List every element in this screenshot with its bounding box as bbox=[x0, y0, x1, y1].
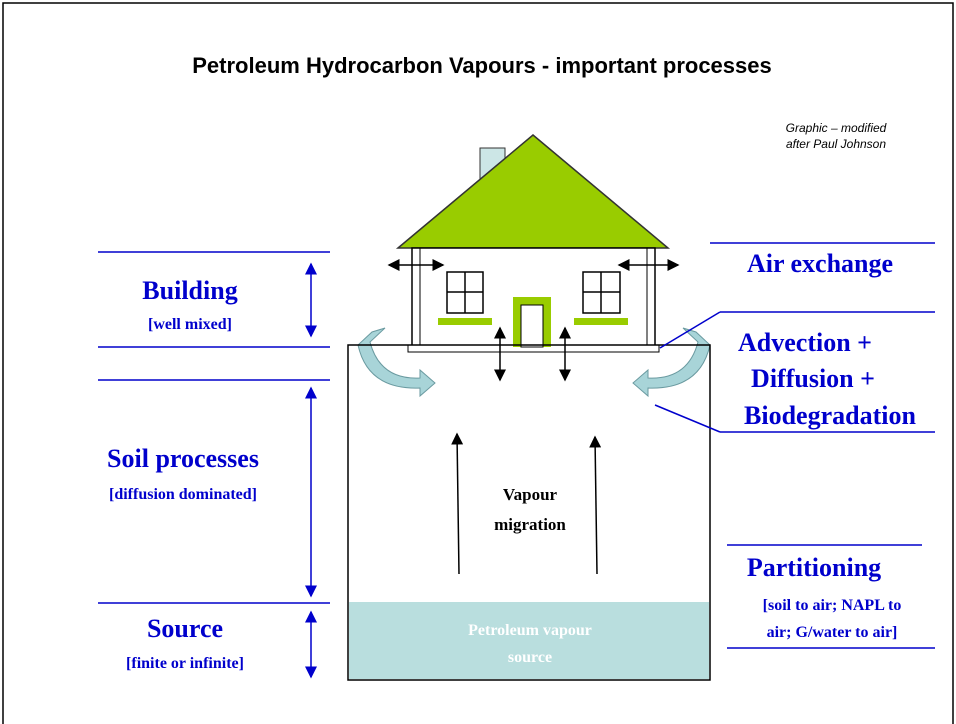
slide: Petroleum Hydrocarbon Vapours - importan… bbox=[0, 0, 956, 724]
migration-label: migration bbox=[494, 515, 566, 534]
process-note: air; G/water to air] bbox=[767, 624, 898, 641]
process-label: Partitioning bbox=[747, 553, 881, 582]
zone-label: Soil processes bbox=[107, 444, 259, 473]
zone-note: [finite or infinite] bbox=[126, 655, 244, 672]
process-label: Advection + bbox=[738, 328, 872, 357]
migration-arrow bbox=[595, 437, 597, 574]
migration-arrow bbox=[457, 434, 459, 574]
right-lines bbox=[655, 243, 935, 648]
source-zone bbox=[349, 602, 709, 679]
zone-note: [well mixed] bbox=[148, 316, 232, 333]
process-note: [soil to air; NAPL to bbox=[763, 597, 902, 614]
credit: after Paul Johnson bbox=[786, 137, 886, 151]
process-label: Air exchange bbox=[747, 249, 893, 278]
zone-label: Building bbox=[142, 276, 237, 305]
process-label: Biodegradation bbox=[744, 401, 916, 430]
source-label: source bbox=[508, 649, 552, 666]
zone-label: Source bbox=[147, 614, 223, 643]
process-label: Diffusion + bbox=[751, 364, 875, 393]
zone-note: [diffusion dominated] bbox=[109, 486, 257, 503]
house bbox=[398, 135, 668, 352]
migration-label: Vapour bbox=[503, 485, 558, 504]
source-label: Petroleum vapour bbox=[468, 622, 592, 639]
title: Petroleum Hydrocarbon Vapours - importan… bbox=[192, 53, 771, 78]
credit: Graphic – modified bbox=[786, 121, 887, 135]
